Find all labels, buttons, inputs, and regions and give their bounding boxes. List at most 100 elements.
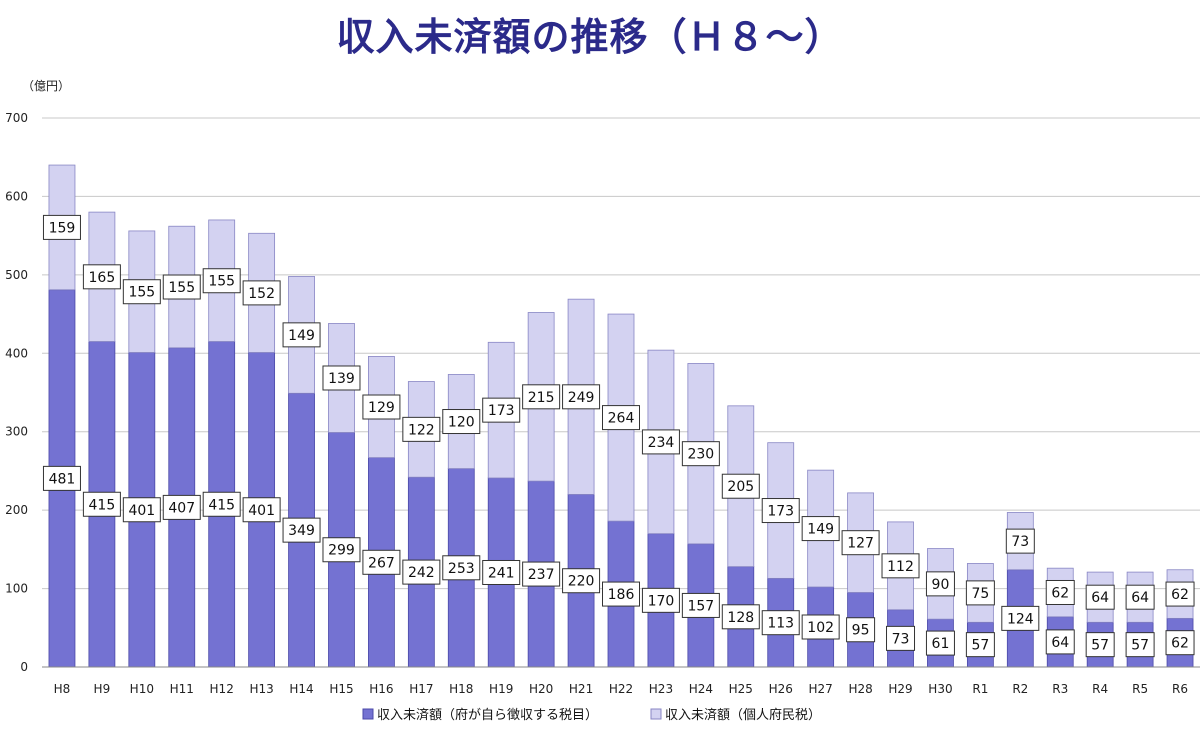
data-label-individual-tax: 149 <box>807 522 834 538</box>
data-label-individual-tax-box <box>362 394 401 420</box>
data-label-individual-tax: 152 <box>248 286 275 302</box>
data-label-self-collected-box <box>965 632 995 658</box>
y-tick-label: 600 <box>5 189 28 203</box>
y-tick-label: 200 <box>5 503 28 517</box>
data-label-individual-tax-box <box>162 274 201 300</box>
data-label-self-collected: 61 <box>932 636 950 652</box>
data-label-individual-tax-box <box>1045 579 1075 605</box>
data-label-individual-tax: 127 <box>847 536 874 552</box>
data-label-individual-tax: 64 <box>1091 590 1109 606</box>
data-label-self-collected: 267 <box>368 555 395 571</box>
data-label-individual-tax-box <box>1125 584 1155 610</box>
data-label-individual-tax: 159 <box>49 220 76 236</box>
data-label-self-collected: 64 <box>1051 635 1069 651</box>
x-tick-label: H25 <box>729 682 753 696</box>
data-label-self-collected-box <box>602 581 640 607</box>
data-label-self-collected-box <box>1165 630 1195 656</box>
x-tick-label: R4 <box>1092 682 1108 696</box>
data-label-individual-tax: 155 <box>208 274 235 290</box>
x-tick-label: H22 <box>609 682 633 696</box>
data-label-self-collected-box <box>1001 605 1040 631</box>
data-label-individual-tax-box <box>721 473 760 499</box>
x-tick-label: H16 <box>369 682 393 696</box>
data-label-self-collected-box <box>242 497 281 523</box>
data-label-individual-tax: 173 <box>767 504 794 520</box>
data-label-individual-tax-box <box>122 279 161 305</box>
data-label-self-collected: 299 <box>328 543 355 559</box>
data-label-individual-tax-box <box>801 516 840 542</box>
data-label-individual-tax-box <box>1165 581 1195 607</box>
data-label-self-collected: 242 <box>408 565 435 581</box>
data-label-self-collected-box <box>1085 632 1115 658</box>
data-label-individual-tax-box <box>482 397 521 423</box>
data-label-self-collected-box <box>442 555 481 581</box>
data-label-self-collected-box <box>362 549 401 575</box>
data-label-individual-tax: 205 <box>727 479 754 495</box>
data-label-individual-tax-box <box>1005 528 1035 554</box>
data-label-self-collected-box <box>1045 629 1075 655</box>
data-label-self-collected-box <box>761 610 800 636</box>
data-label-individual-tax-box <box>761 498 800 524</box>
data-label-self-collected: 401 <box>248 503 275 519</box>
data-label-individual-tax-box <box>82 264 121 290</box>
data-label-individual-tax-box <box>202 268 241 294</box>
x-tick-label: H14 <box>289 682 313 696</box>
data-label-self-collected-box <box>925 630 955 656</box>
data-label-self-collected: 220 <box>568 574 595 590</box>
data-label-self-collected: 128 <box>727 610 754 626</box>
data-label-self-collected-box <box>1125 632 1155 658</box>
data-label-self-collected-box <box>202 491 241 517</box>
x-tick-label: H20 <box>529 682 553 696</box>
data-label-individual-tax: 165 <box>89 270 116 286</box>
x-tick-label: H12 <box>210 682 234 696</box>
data-label-individual-tax: 139 <box>328 371 355 387</box>
data-label-individual-tax-box <box>442 409 481 435</box>
data-label-self-collected-box <box>42 465 81 491</box>
x-tick-label: H18 <box>449 682 473 696</box>
x-tick-label: H24 <box>689 682 713 696</box>
data-label-individual-tax: 129 <box>368 400 395 416</box>
data-label-self-collected: 415 <box>208 497 235 513</box>
data-label-self-collected-box <box>721 604 760 630</box>
data-label-individual-tax: 155 <box>128 285 155 301</box>
data-label-individual-tax: 173 <box>488 403 515 419</box>
data-label-self-collected: 415 <box>89 497 116 513</box>
data-label-self-collected: 170 <box>648 593 675 609</box>
data-label-individual-tax-box <box>641 429 680 455</box>
x-tick-label: R3 <box>1052 682 1068 696</box>
data-label-individual-tax: 264 <box>608 411 635 427</box>
data-label-self-collected: 57 <box>1091 638 1109 654</box>
y-tick-label: 100 <box>5 582 28 596</box>
data-label-self-collected-box <box>82 491 121 517</box>
data-label-self-collected: 102 <box>807 620 834 636</box>
x-tick-label: R2 <box>1012 682 1028 696</box>
legend-label-individual-tax: 収入未済額（個人府民税） <box>665 707 821 723</box>
y-tick-label: 0 <box>20 660 28 674</box>
data-label-self-collected: 124 <box>1007 611 1034 627</box>
data-label-individual-tax-box <box>522 384 561 410</box>
x-tick-label: R6 <box>1172 682 1188 696</box>
x-tick-label: H13 <box>249 682 273 696</box>
data-label-individual-tax-box <box>965 580 995 606</box>
data-label-individual-tax: 62 <box>1051 585 1069 601</box>
data-label-individual-tax-box <box>1085 584 1115 610</box>
legend-swatch-individual-tax <box>650 708 662 720</box>
data-label-self-collected: 113 <box>767 616 794 632</box>
x-tick-label: H26 <box>769 682 793 696</box>
x-tick-label: H23 <box>649 682 673 696</box>
data-label-self-collected: 73 <box>892 631 910 647</box>
data-label-self-collected: 62 <box>1171 636 1189 652</box>
data-label-self-collected-box <box>681 592 720 618</box>
data-label-individual-tax: 234 <box>648 435 675 451</box>
data-label-self-collected: 57 <box>1131 638 1149 654</box>
x-tick-label: H11 <box>170 682 194 696</box>
x-tick-label: H29 <box>888 682 912 696</box>
data-label-individual-tax-box <box>925 571 955 597</box>
data-label-self-collected-box <box>641 587 680 613</box>
data-label-self-collected: 57 <box>971 638 989 654</box>
x-tick-label: R1 <box>972 682 988 696</box>
data-label-individual-tax-box <box>282 322 321 348</box>
y-axis-label: （億円） <box>22 79 70 93</box>
data-label-individual-tax: 64 <box>1131 590 1149 606</box>
data-label-individual-tax: 249 <box>568 390 595 406</box>
